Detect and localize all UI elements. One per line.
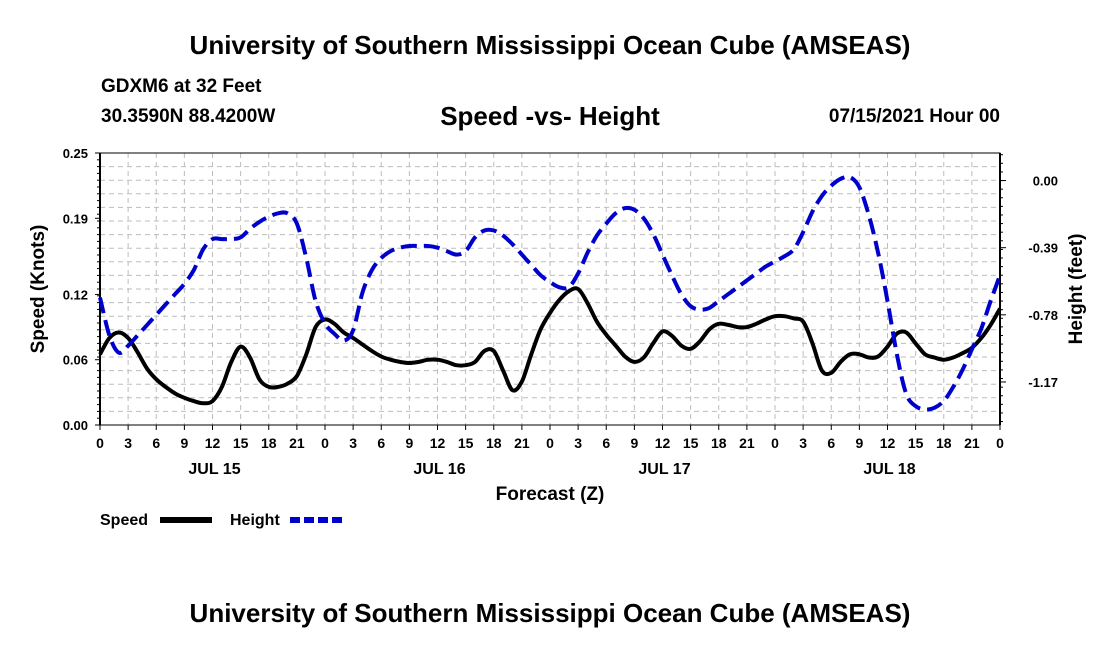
x-tick-label: 18 [261,435,277,451]
x-axis-label: Forecast (Z) [496,484,605,505]
x-tick-label: 6 [152,435,160,451]
axes: 0.00 0.06 0.12 0.19 0.25 0.00 -0.39 -0.78 -1.17 0… [28,146,1087,505]
page-title: University of Southern Mississippi Ocean… [189,30,911,60]
x-tick-label: 18 [486,435,502,451]
station-label: GDXM6 at 32 Feet [101,76,262,97]
x-tick-label: 6 [602,435,610,451]
x-tick-label: 21 [739,435,755,451]
legend: Speed Height [100,512,342,529]
day-label: JUL 18 [863,461,915,478]
x-tick-label: 18 [936,435,952,451]
x-tick-label: 9 [405,435,413,451]
y2-axis-label: Height (feet) [1066,234,1087,345]
x-tick-label: 9 [180,435,188,451]
x-tick-label: 15 [683,435,699,451]
x-tick-label: 18 [711,435,727,451]
x-tick-label: 0 [996,435,1004,451]
x-tick-label: 0 [771,435,779,451]
y-tick-label: 0.12 [63,287,88,302]
legend-height-label: Height [230,512,280,529]
series-line-speed [98,286,1002,406]
y2-tick-label: -1.17 [1028,375,1058,390]
x-tick-label: 15 [233,435,249,451]
x-tick-label: 3 [799,435,807,451]
datetime-label: 07/15/2021 Hour 00 [828,106,1000,127]
y-tick-label: 0.25 [63,146,88,161]
coordinates-label: 30.3590N 88.4200W [101,106,276,127]
x-tick-label: 0 [96,435,104,451]
legend-speed-label: Speed [100,512,148,529]
x-tick-label: 15 [458,435,474,451]
x-tick-label: 21 [289,435,305,451]
y2-tick-label: -0.39 [1028,241,1058,256]
chart-title: Speed -vs- Height [440,101,660,131]
series-layer [98,174,1002,412]
day-label: JUL 17 [638,461,690,478]
x-tick-label: 0 [321,435,329,451]
y2-tick-label: -0.78 [1028,308,1058,323]
x-tick-label: 3 [124,435,132,451]
x-tick-label: 9 [630,435,638,451]
x-tick-label: 0 [546,435,554,451]
y-tick-label: 0.00 [63,418,88,433]
x-tick-label: 12 [655,435,671,451]
x-tick-label: 21 [964,435,980,451]
y-axis-label: Speed (Knots) [28,225,49,354]
x-tick-label: 12 [430,435,446,451]
day-label: JUL 16 [413,461,465,478]
footer-title: University of Southern Mississippi Ocean… [189,598,911,628]
grid [99,153,1001,425]
x-tick-label: 3 [574,435,582,451]
day-label: JUL 15 [188,461,240,478]
x-tick-label: 6 [377,435,385,451]
x-tick-label: 12 [205,435,221,451]
x-tick-label: 9 [855,435,863,451]
x-tick-label: 6 [827,435,835,451]
x-tick-label: 3 [349,435,357,451]
x-tick-label: 12 [880,435,896,451]
y-tick-label: 0.06 [63,353,88,368]
x-tick-label: 21 [514,435,530,451]
y2-tick-label: 0.00 [1033,174,1058,189]
x-tick-label: 15 [908,435,924,451]
y-tick-label: 0.19 [63,211,88,226]
